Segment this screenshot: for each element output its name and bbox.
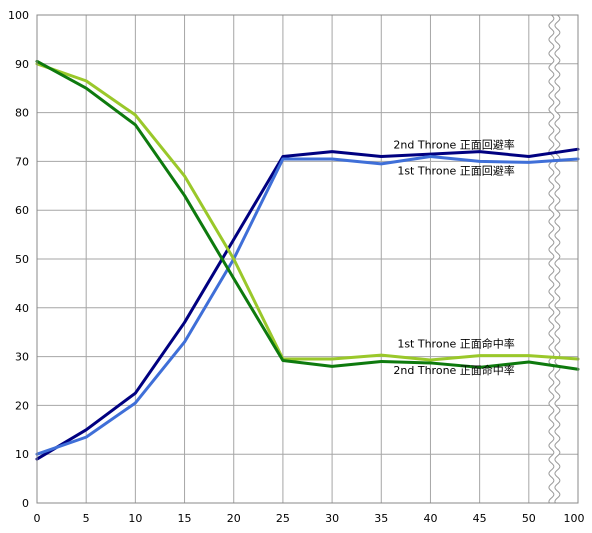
x-tick-label: 0 (34, 512, 41, 525)
axis-break-line (554, 14, 561, 504)
x-tick-label: 20 (227, 512, 241, 525)
series-lines (35, 59, 580, 461)
x-tick-label: 45 (473, 512, 487, 525)
x-tick-label: 15 (178, 512, 192, 525)
axis-break (548, 14, 561, 504)
series-label: 1st Throne 正面命中率 (397, 337, 514, 351)
y-tick-label: 50 (15, 253, 29, 266)
x-tick-label: 100 (564, 512, 585, 525)
y-tick-label: 10 (15, 448, 29, 461)
series-label: 2nd Throne 正面命中率 (393, 363, 514, 377)
axis-break-gap (548, 15, 560, 503)
axis-break-line (548, 14, 555, 504)
y-tick-label: 60 (15, 204, 29, 217)
plot-border (36, 14, 579, 504)
series-label: 1st Throne 正面回避率 (397, 163, 514, 177)
series-line (35, 147, 580, 461)
y-tick-label: 70 (15, 155, 29, 168)
x-tick-label: 10 (128, 512, 142, 525)
series-line (35, 62, 580, 362)
y-tick-label: 90 (15, 58, 29, 71)
x-tick-label: 35 (374, 512, 388, 525)
y-tick-label: 40 (15, 302, 29, 315)
series-label: 2nd Throne 正面回避率 (393, 138, 514, 152)
series-labels: 2nd Throne 正面回避率 1st Throne 正面回避率 1st Thro… (393, 138, 514, 377)
series-line (35, 59, 580, 371)
y-tick-label: 20 (15, 399, 29, 412)
x-tick-label: 30 (325, 512, 339, 525)
x-tick-label: 25 (276, 512, 290, 525)
series-line (35, 155, 580, 456)
y-tick-label: 0 (22, 497, 29, 510)
x-tick-label: 5 (83, 512, 90, 525)
tick-labels: 0 10 20 30 40 50 60 70 80 90 100 0 5 10 15 20 25 30 35 40 45… (8, 9, 585, 525)
x-tick-label: 50 (522, 512, 536, 525)
y-tick-label: 100 (8, 9, 29, 22)
y-tick-label: 30 (15, 351, 29, 364)
x-tick-label: 40 (423, 512, 437, 525)
y-tick-label: 80 (15, 107, 29, 120)
